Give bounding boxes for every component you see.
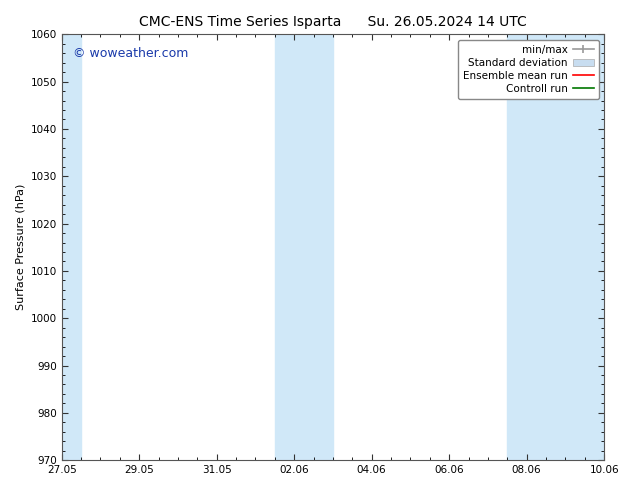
Bar <box>58 34 81 460</box>
Title: CMC-ENS Time Series Isparta      Su. 26.05.2024 14 UTC: CMC-ENS Time Series Isparta Su. 26.05.20… <box>139 15 527 29</box>
Bar <box>275 34 333 460</box>
Text: © woweather.com: © woweather.com <box>72 47 188 60</box>
Legend: min/max, Standard deviation, Ensemble mean run, Controll run: min/max, Standard deviation, Ensemble me… <box>458 40 599 99</box>
Bar <box>507 34 608 460</box>
Y-axis label: Surface Pressure (hPa): Surface Pressure (hPa) <box>15 184 25 311</box>
